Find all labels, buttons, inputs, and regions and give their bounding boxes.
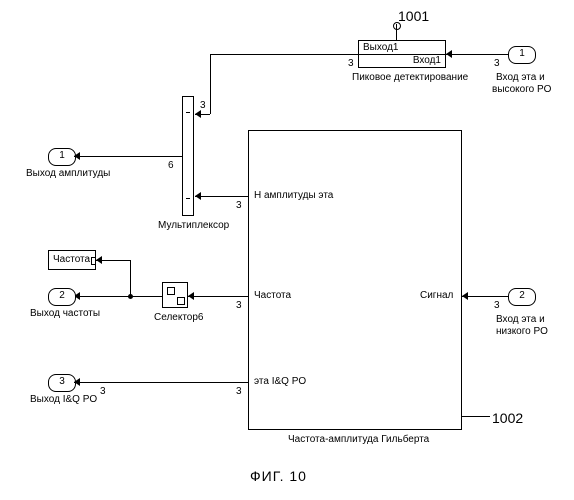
peak-out-bus: 3 — [348, 58, 354, 69]
in2-bus: 3 — [494, 300, 500, 311]
out3-bus: 3 — [100, 386, 106, 397]
output-port-2-label: Выход частоты — [30, 308, 100, 319]
hilbert-port-signal: Сигнал — [420, 290, 453, 301]
diagram-canvas: Выход1 Вход1 Пиковое детектирование 1001… — [0, 0, 574, 500]
output-port-3-num: 3 — [59, 376, 65, 387]
hilbert-iq-bus: 3 — [236, 386, 242, 397]
figure-caption: ФИГ. 10 — [250, 468, 307, 484]
output-port-2-num: 2 — [59, 290, 65, 301]
hilbert-port-amp: Н амплитуды эта — [254, 190, 333, 201]
input-port-1: 1 — [508, 46, 536, 64]
multiplexer-caption: Мультиплексор — [158, 220, 229, 231]
peak-detector-caption: Пиковое детектирование — [352, 72, 468, 83]
callout-1001: 1001 — [398, 8, 429, 24]
input-port-2: 2 — [508, 288, 536, 306]
output-port-1-label: Выход амплитуды — [26, 168, 110, 179]
peak-detector-out-label: Выход1 — [363, 42, 398, 53]
mux-top-bus: 3 — [200, 100, 206, 111]
hilbert-caption: Частота-амплитуда Гильберта — [288, 434, 429, 445]
input-port-2-label-l2: низкого PO — [496, 326, 548, 337]
input-port-2-label-l1: Вход эта и — [496, 314, 545, 325]
mux-out-bus: 6 — [168, 160, 174, 171]
output-port-3: 3 — [48, 374, 76, 392]
output-port-1-num: 1 — [59, 150, 65, 161]
selector-caption: Селектор6 — [154, 312, 204, 323]
arrow-into-peak — [446, 50, 452, 58]
selector-block — [162, 282, 188, 308]
peak-detector-block: Выход1 Вход1 — [358, 40, 446, 68]
in1-bus: 3 — [494, 58, 500, 69]
input-port-1-label-l2: высокого PO — [492, 84, 551, 95]
input-port-1-label-l1: Вход эта и — [496, 72, 545, 83]
input-port-1-num: 1 — [519, 48, 525, 59]
hilbert-freq-bus: 3 — [236, 300, 242, 311]
freq-display-block: Частота — [48, 250, 96, 270]
input-port-2-num: 2 — [519, 290, 525, 301]
callout-1002: 1002 — [492, 410, 523, 426]
output-port-1: 1 — [48, 148, 76, 166]
freq-display-label: Частота — [53, 254, 90, 265]
output-port-2: 2 — [48, 288, 76, 306]
output-port-3-label: Выход I&Q PO — [30, 394, 97, 405]
peak-detector-in-label: Вход1 — [413, 55, 441, 66]
hilbert-amp-bus: 3 — [236, 200, 242, 211]
hilbert-port-iq: эта I&Q PO — [254, 376, 306, 387]
hilbert-port-freq: Частота — [254, 290, 291, 301]
